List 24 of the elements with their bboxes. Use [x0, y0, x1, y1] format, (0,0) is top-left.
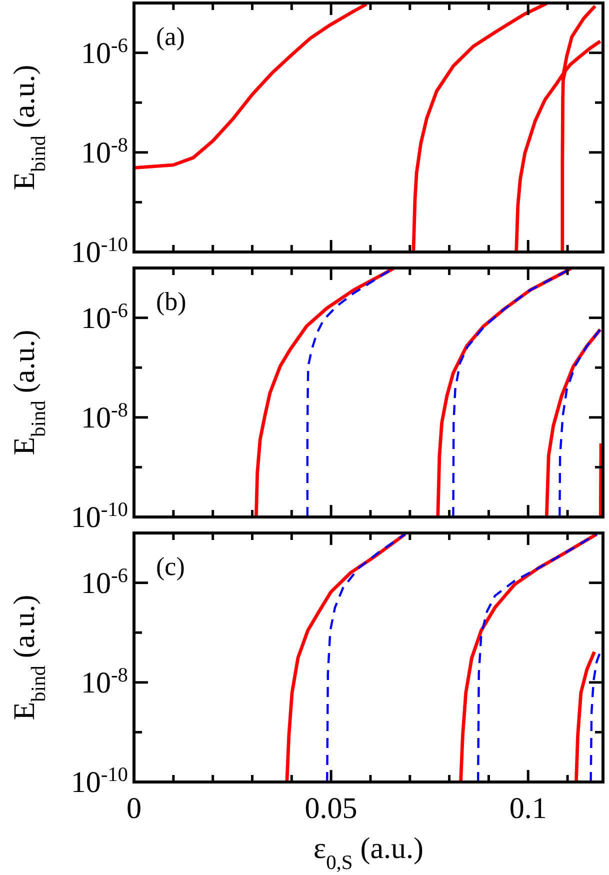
annotation: (b): [156, 287, 186, 316]
x-tick-label: 0.1: [509, 792, 547, 825]
y-tick-label: 10$^{-10}$: [70, 499, 128, 534]
y-tick-label: 10$^{-8}$: [81, 134, 128, 170]
y-tick-label: 10$^{-6}$: [81, 564, 128, 600]
y-tick-label: 10$^{-10}$: [70, 764, 128, 799]
x-tick-label: 0: [126, 792, 142, 825]
line-series: [254, 268, 396, 517]
line-series: [326, 533, 406, 782]
y-tick-label: 10$^{-8}$: [81, 399, 128, 434]
annotation: (a): [156, 22, 185, 51]
x-axis-title: ε$_{0,S}$ (a.u.): [313, 832, 424, 874]
annotation: (c): [156, 552, 185, 581]
y-tick-label: 10$^{-6}$: [81, 34, 128, 70]
line-series: [590, 650, 602, 782]
line-series: [412, 3, 548, 252]
line-series: [558, 328, 602, 517]
x-tick-label: 0.05: [304, 792, 358, 825]
line-series: [134, 3, 368, 170]
line-series: [514, 4, 597, 252]
y-tick-label: 10$^{-8}$: [81, 664, 128, 700]
y-tick-label: 10$^{-6}$: [81, 300, 128, 335]
y-tick-label: 10$^{-10}$: [70, 234, 128, 269]
line-series: [574, 650, 596, 782]
